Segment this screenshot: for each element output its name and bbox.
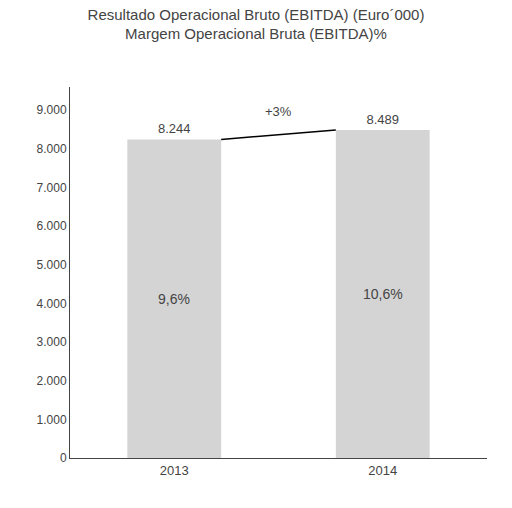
- svg-text:5.000: 5.000: [37, 258, 67, 272]
- svg-text:7.000: 7.000: [37, 181, 67, 195]
- svg-text:6.000: 6.000: [37, 219, 67, 233]
- svg-text:8.489: 8.489: [366, 112, 399, 127]
- svg-text:2013: 2013: [160, 463, 189, 478]
- svg-text:8.244: 8.244: [158, 121, 191, 136]
- svg-text:1.000: 1.000: [37, 413, 67, 427]
- svg-text:9,6%: 9,6%: [158, 291, 190, 307]
- svg-text:4.000: 4.000: [37, 297, 67, 311]
- svg-text:2.000: 2.000: [37, 374, 67, 388]
- svg-text:0: 0: [60, 451, 67, 465]
- svg-text:2014: 2014: [368, 463, 397, 478]
- svg-text:9.000: 9.000: [37, 103, 67, 117]
- svg-text:10,6%: 10,6%: [363, 286, 403, 302]
- svg-text:8.000: 8.000: [37, 142, 67, 156]
- svg-text:Resultado Operacional Bruto (E: Resultado Operacional Bruto (EBITDA) (Eu…: [88, 6, 425, 43]
- svg-text:+3%: +3%: [265, 104, 292, 119]
- svg-text:3.000: 3.000: [37, 335, 67, 349]
